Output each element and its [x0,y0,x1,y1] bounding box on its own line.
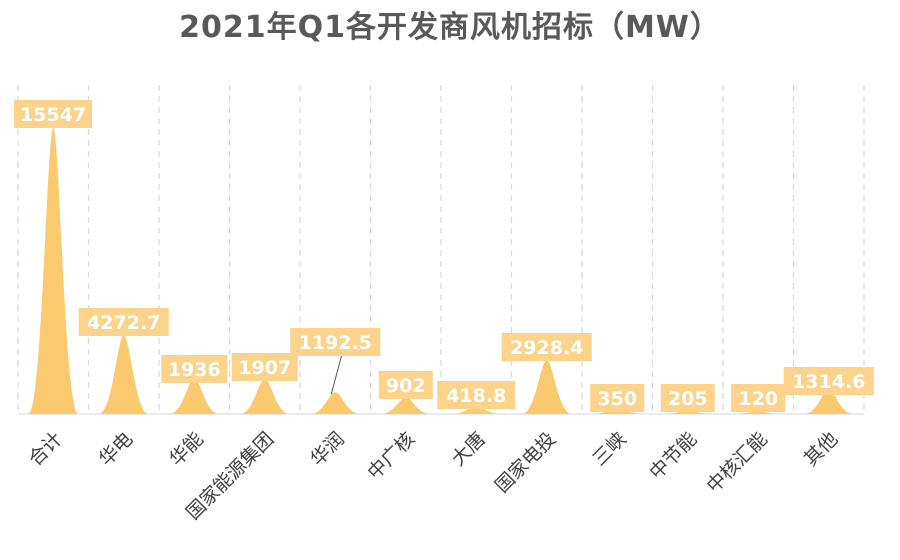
bar-2 [169,378,220,414]
category-label: 中核汇能 [702,428,771,497]
value-label: 418.8 [446,385,506,407]
value-label-box [161,355,228,383]
value-label-box [231,353,298,381]
value-label-box [78,308,169,336]
value-label: 205 [668,388,708,410]
bar-1 [98,335,149,414]
value-label: 4272.7 [87,312,160,334]
chart-title: 2021年Q1各开发商风机招标（MW） [179,10,721,45]
category-label: 中广核 [363,428,419,484]
value-label: 15547 [20,104,86,126]
bar-6 [451,406,502,414]
category-label: 华电 [95,428,137,470]
bar-3 [239,378,290,414]
category-label: 其他 [800,428,842,470]
value-label-box [378,371,433,399]
category-label: 国家电投 [491,428,560,497]
value-label-box [14,100,92,128]
bar-10 [733,411,784,414]
value-label: 1907 [238,357,291,379]
value-label-box [290,328,381,356]
category-label: 华能 [165,428,207,470]
bar-5 [380,397,431,414]
value-label: 1192.5 [299,332,372,354]
value-label-box [731,384,786,412]
value-label: 350 [597,388,637,410]
value-label: 1936 [168,359,221,381]
category-label: 大唐 [447,428,489,470]
value-label: 2928.4 [510,337,583,359]
bar-11 [803,389,854,414]
value-label-box [590,384,645,412]
value-label-box [783,367,874,395]
bar-0 [28,128,79,414]
bar-9 [662,410,713,414]
category-label: 三峡 [588,428,630,470]
bar-7 [521,360,572,414]
value-label: 120 [738,388,778,410]
value-label-box [660,384,715,412]
category-label: 中节能 [645,428,701,484]
bar-4 [310,392,361,414]
category-label: 合计 [24,428,66,470]
value-label-box [501,333,592,361]
value-label: 902 [386,375,426,397]
category-label: 华润 [306,428,348,470]
value-label: 1314.6 [792,371,865,393]
value-label-box [437,381,516,409]
